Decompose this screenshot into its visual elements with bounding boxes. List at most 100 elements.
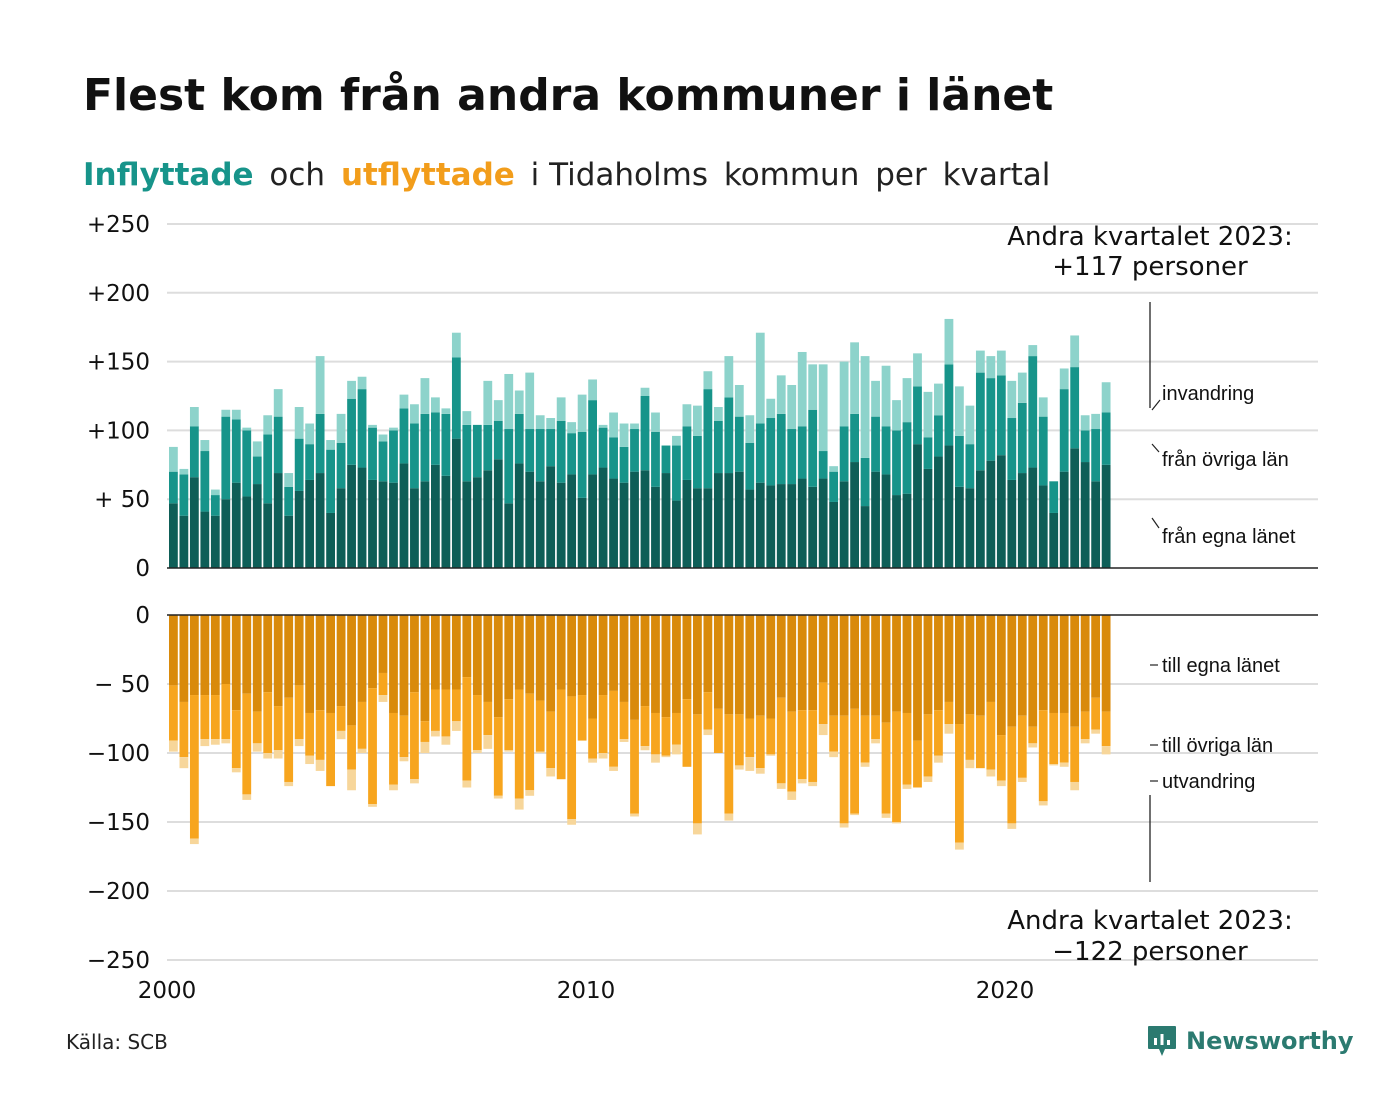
bar-out-ovriga-lan (860, 715, 870, 763)
bar-out-egna-lanet (923, 615, 933, 715)
bar-in-ovriga-lan (986, 378, 996, 461)
bar-in-egna-lanet (1038, 485, 1048, 568)
bar-out-egna-lanet (535, 615, 545, 701)
bar-in-egna-lanet (755, 482, 765, 568)
bar-in-ovriga-lan (315, 413, 325, 474)
bar-out-ovriga-lan (619, 701, 629, 740)
bar-out-utvandring (179, 757, 189, 769)
bar-out-utvandring (336, 730, 346, 740)
bar-in-ovriga-lan (787, 429, 797, 485)
bar-out-utvandring (661, 755, 671, 758)
bar-in-egna-lanet (242, 496, 252, 568)
bar-out-egna-lanet (965, 615, 975, 715)
bar-out-ovriga-lan (210, 695, 220, 740)
bar-in-invandring (221, 409, 231, 417)
bar-in-egna-lanet (871, 471, 880, 568)
bar-in-invandring (357, 376, 367, 390)
bar-out-egna-lanet (336, 615, 346, 707)
bar-out-ovriga-lan (829, 715, 839, 752)
bar-in-egna-lanet (273, 473, 283, 568)
bar-in-egna-lanet (975, 470, 985, 568)
bar-out-utvandring (1059, 762, 1069, 767)
bar-out-utvandring (389, 784, 398, 791)
bar-out-ovriga-lan (609, 690, 618, 767)
bar-out-ovriga-lan (661, 717, 671, 756)
bar-out-egna-lanet (284, 615, 294, 698)
bar-out-egna-lanet (546, 615, 556, 712)
bar-in-ovriga-lan (797, 426, 807, 479)
bar-in-ovriga-lan (493, 420, 503, 460)
bar-out-egna-lanet (200, 615, 210, 696)
bar-in-ovriga-lan (431, 412, 440, 465)
bar-out-ovriga-lan (451, 689, 461, 722)
bar-out-utvandring (955, 842, 964, 850)
bar-in-egna-lanet (902, 493, 912, 568)
bar-out-utvandring (420, 741, 430, 753)
label-invandring: invandring (1162, 383, 1254, 405)
bar-in-ovriga-lan (263, 434, 273, 504)
bar-out-utvandring (535, 751, 545, 753)
bar-in-invandring (263, 415, 273, 435)
bar-out-utvandring (860, 762, 870, 767)
bar-in-invandring (1059, 368, 1069, 390)
bar-out-utvandring (693, 823, 702, 835)
bar-out-egna-lanet (996, 615, 1006, 736)
bar-in-egna-lanet (252, 484, 262, 568)
bar-out-egna-lanet (609, 615, 618, 691)
bar-out-egna-lanet (619, 615, 629, 702)
bar-in-invandring (588, 379, 597, 401)
bar-in-egna-lanet (745, 489, 755, 568)
bar-in-invandring (420, 378, 430, 414)
bar-in-ovriga-lan (483, 424, 493, 471)
bar-out-utvandring (441, 736, 451, 745)
bar-out-ovriga-lan (263, 692, 273, 753)
bar-in-egna-lanet (829, 501, 839, 568)
bar-in-egna-lanet (326, 512, 335, 568)
bar-in-ovriga-lan (273, 416, 283, 474)
bar-in-invandring (934, 383, 943, 416)
bar-in-egna-lanet (996, 455, 1006, 568)
bar-out-ovriga-lan (399, 715, 409, 758)
bar-out-egna-lanet (169, 615, 178, 686)
bar-in-ovriga-lan (525, 429, 535, 472)
subtitle-inflyttade: Inflyttade (83, 157, 254, 193)
bar-out-egna-lanet (934, 615, 943, 711)
bar-out-ovriga-lan (839, 715, 849, 824)
bar-in-ovriga-lan (672, 445, 681, 501)
bar-out-ovriga-lan (368, 688, 377, 805)
bar-out-ovriga-lan (221, 684, 231, 740)
bar-in-egna-lanet (986, 460, 996, 568)
bar-out-egna-lanet (955, 615, 964, 725)
bar-out-egna-lanet (420, 615, 430, 722)
bar-in-invandring (305, 423, 315, 445)
bar-out-egna-lanet (713, 615, 723, 709)
bar-out-ovriga-lan (630, 719, 639, 814)
bar-out-ovriga-lan (850, 708, 859, 814)
brand-logo[interactable]: Newsworthy (1146, 1024, 1354, 1058)
bar-in-egna-lanet (955, 486, 964, 568)
chart-subtitle: Inflyttade och utflyttade i Tidaholms ko… (83, 157, 1056, 193)
bar-out-utvandring (546, 768, 556, 777)
bar-out-egna-lanet (776, 615, 786, 698)
bar-in-invandring (975, 350, 985, 373)
bar-out-egna-lanet (368, 615, 377, 689)
bar-out-ovriga-lan (640, 706, 650, 747)
ytick-bottom-label: −250 (87, 948, 150, 974)
bar-in-egna-lanet (189, 477, 199, 568)
bar-out-egna-lanet (1028, 615, 1038, 727)
bar-out-egna-lanet (399, 615, 409, 716)
bar-out-utvandring (357, 748, 367, 753)
bar-in-invandring (734, 384, 744, 417)
bar-in-ovriga-lan (776, 413, 786, 485)
bar-out-ovriga-lan (431, 689, 440, 731)
bar-out-ovriga-lan (336, 706, 346, 731)
bar-in-ovriga-lan (504, 429, 514, 504)
bar-in-ovriga-lan (231, 419, 241, 483)
bar-in-ovriga-lan (588, 400, 597, 475)
bar-out-ovriga-lan (462, 677, 472, 781)
bar-in-ovriga-lan (242, 430, 252, 497)
bar-out-egna-lanet (850, 615, 859, 709)
bar-out-utvandring (221, 739, 231, 744)
bar-in-egna-lanet (441, 475, 451, 568)
bar-in-egna-lanet (913, 444, 922, 568)
